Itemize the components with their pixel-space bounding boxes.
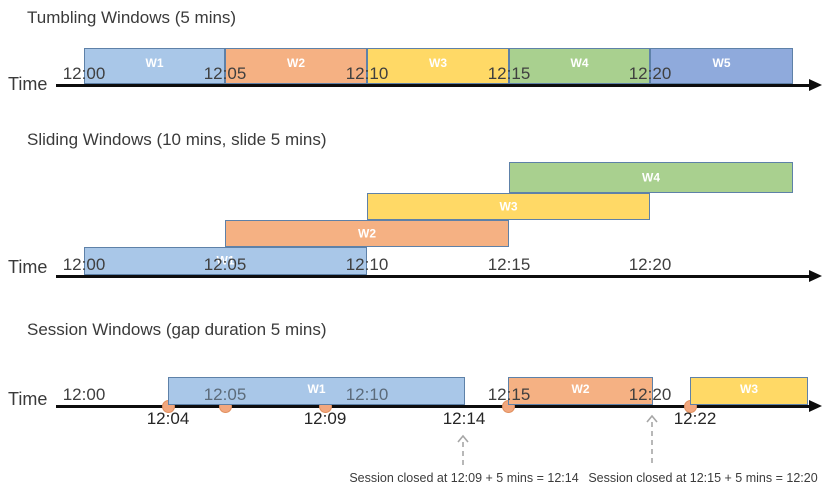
tumbling-axis-line — [56, 84, 810, 87]
tick-label: 12:20 — [628, 64, 672, 83]
window-label: W3 — [740, 382, 758, 396]
tick-label: 12:00 — [62, 64, 106, 83]
session-close-annotation: Session closed at 12:09 + 5 mins = 12:14 — [349, 471, 579, 485]
dashed-up-arrow-icon — [646, 414, 658, 465]
event-time-label: 12:04 — [146, 409, 190, 428]
tick-label: 12:15 — [487, 385, 531, 404]
window-label: W3 — [429, 56, 447, 70]
window-label: W5 — [712, 56, 731, 70]
session-title: Session Windows (gap duration 5 mins) — [27, 320, 327, 339]
window-label: W2 — [287, 56, 305, 70]
tick-label: 12:05 — [203, 255, 247, 274]
sliding-title: Sliding Windows (10 mins, slide 5 mins) — [27, 130, 327, 149]
session-axis-arrow-icon — [809, 400, 822, 412]
sliding-axis-line — [56, 275, 810, 278]
tick-label: 12:05 — [203, 385, 247, 404]
session-close-annotation: Session closed at 12:15 + 5 mins = 12:20 — [588, 471, 818, 485]
event-time-label: 12:09 — [303, 409, 347, 428]
session-window-w2: W2 — [508, 377, 653, 405]
dashed-up-arrow-icon — [457, 434, 469, 465]
tick-label: 12:20 — [628, 385, 672, 404]
sliding-window-w3: W3 — [367, 193, 650, 220]
tick-label: 12:20 — [628, 255, 672, 274]
sliding-window-w2: W2 — [225, 220, 509, 247]
tick-label: 12:00 — [62, 385, 106, 404]
event-time-label: 12:14 — [442, 409, 486, 428]
tick-label: 12:15 — [487, 64, 531, 83]
window-label: W1 — [145, 56, 164, 70]
tumbling-title: Tumbling Windows (5 mins) — [27, 8, 237, 27]
tumbling-axis-arrow-icon — [809, 79, 822, 91]
session-time-label: Time — [8, 389, 48, 409]
tumbling-window-w3: W3 — [367, 48, 509, 84]
tumbling-window-w4: W4 — [509, 48, 650, 84]
sliding-axis-arrow-icon — [809, 270, 822, 282]
sliding-window-w1: W1 — [84, 247, 367, 275]
tick-label: 12:10 — [345, 255, 389, 274]
session-window-w1: W1 — [168, 377, 465, 405]
tick-label: 12:00 — [62, 255, 106, 274]
window-label: W2 — [358, 226, 376, 240]
session-axis-line — [56, 405, 810, 408]
window-label: W1 — [216, 253, 235, 268]
tick-label: 12:10 — [345, 385, 389, 404]
tick-label: 12:15 — [487, 255, 531, 274]
tumbling-window-w2: W2 — [225, 48, 367, 84]
window-label: W4 — [570, 56, 589, 70]
tumbling-window-w1: W1 — [84, 48, 225, 84]
tick-label: 12:10 — [345, 64, 389, 83]
tick-label: 12:05 — [203, 64, 247, 83]
window-label: W1 — [307, 382, 326, 396]
session-window-w3: W3 — [690, 377, 808, 405]
window-label: W2 — [571, 382, 590, 396]
tumbling-window-w5: W5 — [650, 48, 793, 84]
window-label: W4 — [642, 170, 660, 184]
event-time-label: 12:22 — [673, 409, 717, 428]
window-label: W3 — [499, 199, 518, 213]
tumbling-time-label: Time — [8, 74, 48, 94]
sliding-time-label: Time — [8, 257, 48, 277]
sliding-window-w4: W4 — [509, 162, 793, 193]
